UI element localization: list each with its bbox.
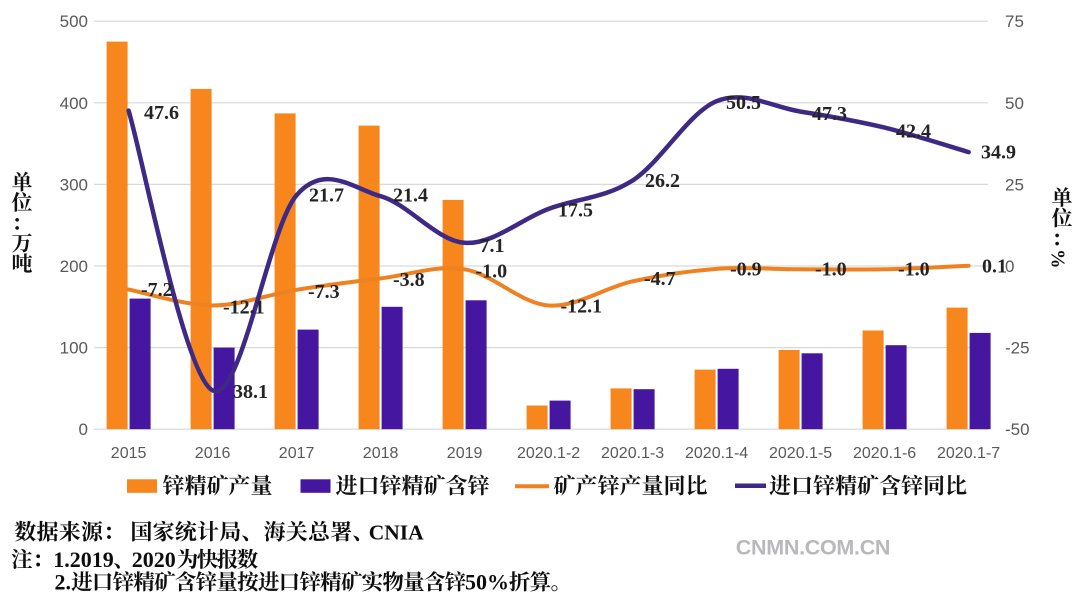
svg-text:-25: -25 <box>1005 339 1030 358</box>
svg-text:1.2019: 1.2019 <box>53 547 114 572</box>
svg-text:2020.1-7: 2020.1-7 <box>937 445 1000 462</box>
svg-text:-12.1: -12.1 <box>561 295 603 317</box>
svg-text:CNMN.COM.CN: CNMN.COM.CN <box>736 536 890 560</box>
svg-text:25: 25 <box>1005 175 1024 194</box>
svg-text:26.2: 26.2 <box>645 170 680 192</box>
svg-text:21.4: 21.4 <box>393 184 428 206</box>
svg-text:CNIA: CNIA <box>369 521 424 545</box>
svg-text:2020.1-2: 2020.1-2 <box>517 445 580 462</box>
svg-text:50: 50 <box>1005 94 1024 113</box>
svg-text:2018: 2018 <box>363 445 399 462</box>
svg-text:2015: 2015 <box>111 445 147 462</box>
svg-text:38.1: 38.1 <box>233 381 268 403</box>
svg-text:2020.1-3: 2020.1-3 <box>601 445 664 462</box>
svg-text:2019: 2019 <box>447 445 483 462</box>
svg-text:-12.1: -12.1 <box>223 296 265 318</box>
svg-text:0: 0 <box>1005 257 1014 276</box>
svg-text:34.9: 34.9 <box>981 141 1016 163</box>
svg-text:21.7: 21.7 <box>309 184 344 206</box>
svg-text:-1.0: -1.0 <box>476 260 508 282</box>
svg-text:0: 0 <box>79 420 88 439</box>
svg-text:50%: 50% <box>465 570 509 595</box>
svg-text:2.: 2. <box>55 570 72 595</box>
svg-text:-7.2: -7.2 <box>141 279 173 301</box>
svg-text:2016: 2016 <box>195 445 231 462</box>
svg-text:-1.0: -1.0 <box>815 258 847 280</box>
svg-text:2017: 2017 <box>279 445 315 462</box>
svg-text:50.5: 50.5 <box>726 92 761 114</box>
svg-text:-0.9: -0.9 <box>730 258 762 280</box>
svg-text:-1.0: -1.0 <box>898 258 930 280</box>
svg-text:7.1: 7.1 <box>480 235 505 257</box>
svg-text:2020: 2020 <box>132 547 176 572</box>
svg-text:47.3: 47.3 <box>812 103 847 125</box>
svg-text:300: 300 <box>60 175 88 194</box>
svg-text:-7.3: -7.3 <box>308 281 340 303</box>
svg-text:47.6: 47.6 <box>144 102 179 124</box>
svg-text:2020.1-6: 2020.1-6 <box>853 445 916 462</box>
svg-text:75: 75 <box>1005 12 1024 31</box>
svg-text:2020.1-4: 2020.1-4 <box>685 445 748 462</box>
svg-text:-3.8: -3.8 <box>393 269 425 291</box>
svg-text:%: % <box>1047 249 1068 269</box>
svg-text:-50: -50 <box>1005 420 1030 439</box>
svg-text:0.1: 0.1 <box>982 255 1007 277</box>
svg-text:500: 500 <box>60 12 88 31</box>
svg-text:17.5: 17.5 <box>558 199 593 221</box>
svg-text:200: 200 <box>60 257 88 276</box>
svg-text:400: 400 <box>60 94 88 113</box>
svg-text:100: 100 <box>60 339 88 358</box>
svg-text:42.4: 42.4 <box>896 120 931 142</box>
svg-text:2020.1-5: 2020.1-5 <box>769 445 832 462</box>
svg-text:-4.7: -4.7 <box>644 268 676 290</box>
